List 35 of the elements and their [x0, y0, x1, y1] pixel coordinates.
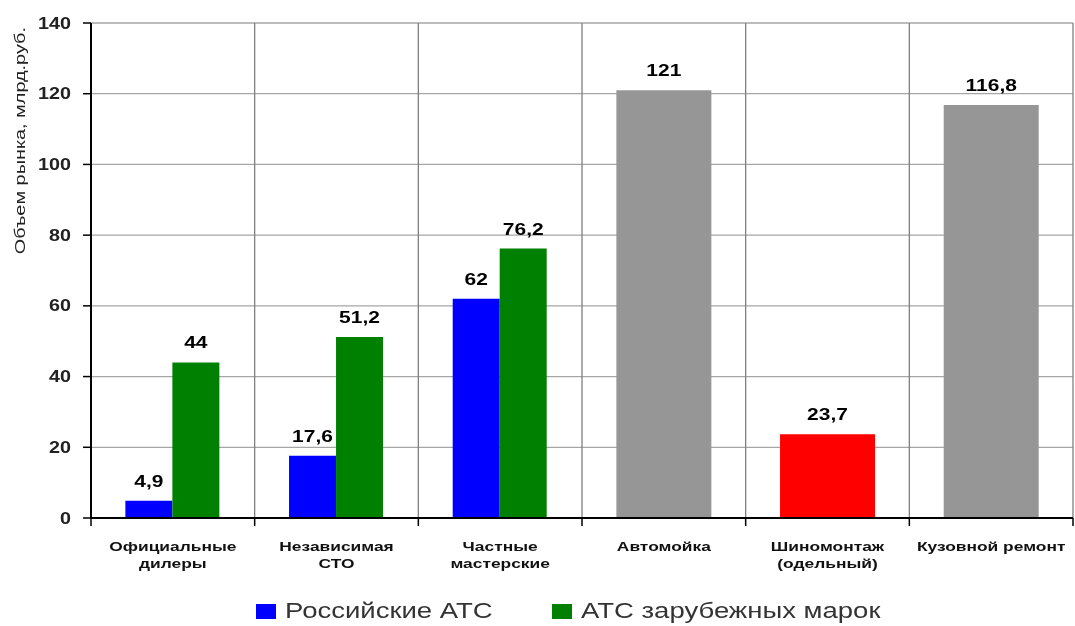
bar [336, 336, 384, 518]
bar [452, 298, 500, 518]
data-label: 62 [464, 269, 488, 289]
y-tick-label: 20 [49, 438, 71, 457]
y-tick-label: 0 [60, 509, 71, 528]
data-label: 51,2 [339, 307, 380, 327]
data-label: 121 [646, 61, 682, 80]
legend-label: АТС зарубежных марок [580, 598, 880, 624]
y-tick-label: 140 [38, 14, 71, 33]
y-tick-label: 80 [49, 226, 71, 245]
y-tick-label: 120 [38, 85, 71, 103]
data-label: 17,6 [292, 426, 333, 446]
x-tick-label: Независимая СТО [279, 539, 394, 571]
bar [616, 90, 712, 518]
y-axis-title: Объем рынка, млрд.руб. [11, 27, 29, 255]
y-tick-label: 40 [49, 367, 71, 386]
x-tick-label: Автомойка [616, 539, 712, 554]
data-label: 23,7 [807, 405, 848, 424]
x-tick-label: Шиномонтаж (одельный) [770, 539, 885, 571]
bar [289, 455, 337, 518]
data-label: 44 [184, 333, 208, 352]
data-label: 4,9 [134, 471, 164, 491]
bar [125, 500, 173, 518]
y-tick-label: 100 [38, 155, 71, 174]
x-tick-label: Кузовной ремонт [916, 539, 1066, 554]
legend-label: Российские АТС [284, 598, 493, 624]
bar [499, 248, 547, 518]
bar [943, 105, 1039, 518]
y-tick-label: 60 [49, 297, 71, 316]
bar [172, 362, 220, 518]
data-label: 76,2 [502, 219, 544, 239]
x-tick-label: Частные мастерские [450, 539, 550, 571]
data-label: 116,8 [965, 75, 1018, 95]
x-tick-label: Официальные дилеры [109, 539, 237, 571]
bar [780, 434, 876, 518]
